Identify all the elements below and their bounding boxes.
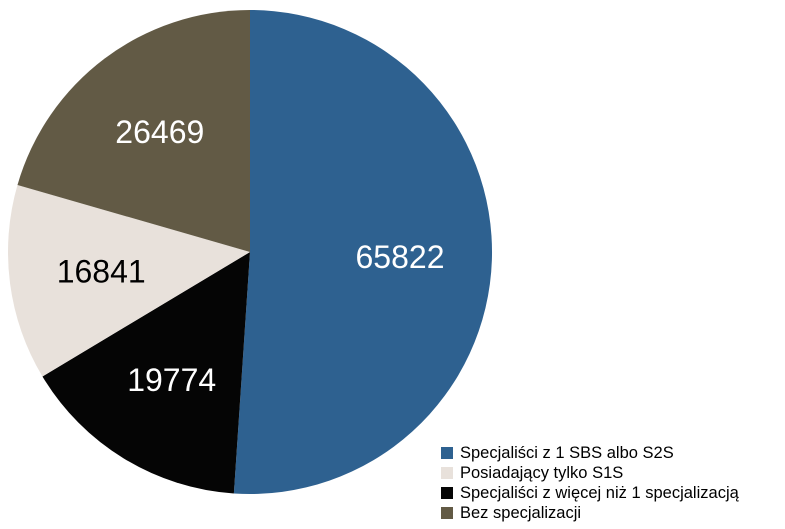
legend-label: Posiadający tylko S1S [460, 463, 624, 482]
legend-label: Bez specjalizacji [460, 503, 582, 522]
legend-item: Posiadający tylko S1S [441, 463, 739, 483]
legend-swatch [441, 467, 453, 479]
legend-swatch [441, 507, 453, 519]
pie-slice [233, 10, 493, 495]
legend-item: Specjaliści z 1 SBS albo S2S [441, 443, 739, 463]
pie-slices [7, 10, 493, 495]
slice-value-label: 16841 [57, 253, 146, 289]
legend-swatch [441, 487, 453, 499]
legend-item: Bez specjalizacji [441, 503, 739, 523]
pie-slice [17, 10, 250, 252]
pie-slice [42, 252, 251, 494]
legend-label: Specjaliści z więcej niż 1 specjalizacją [460, 483, 739, 502]
slice-value-label: 26469 [115, 114, 204, 150]
slice-value-label: 19774 [127, 362, 216, 398]
legend: Specjaliści z 1 SBS albo S2S Posiadający… [441, 443, 739, 523]
legend-label: Specjaliści z 1 SBS albo S2S [460, 443, 674, 462]
legend-swatch [441, 447, 453, 459]
slice-value-label: 65822 [356, 239, 445, 275]
pie-slice [7, 184, 251, 377]
slice-labels: 65822 19774 16841 26469 [57, 114, 445, 398]
legend-item: Specjaliści z więcej niż 1 specjalizacją [441, 483, 739, 503]
